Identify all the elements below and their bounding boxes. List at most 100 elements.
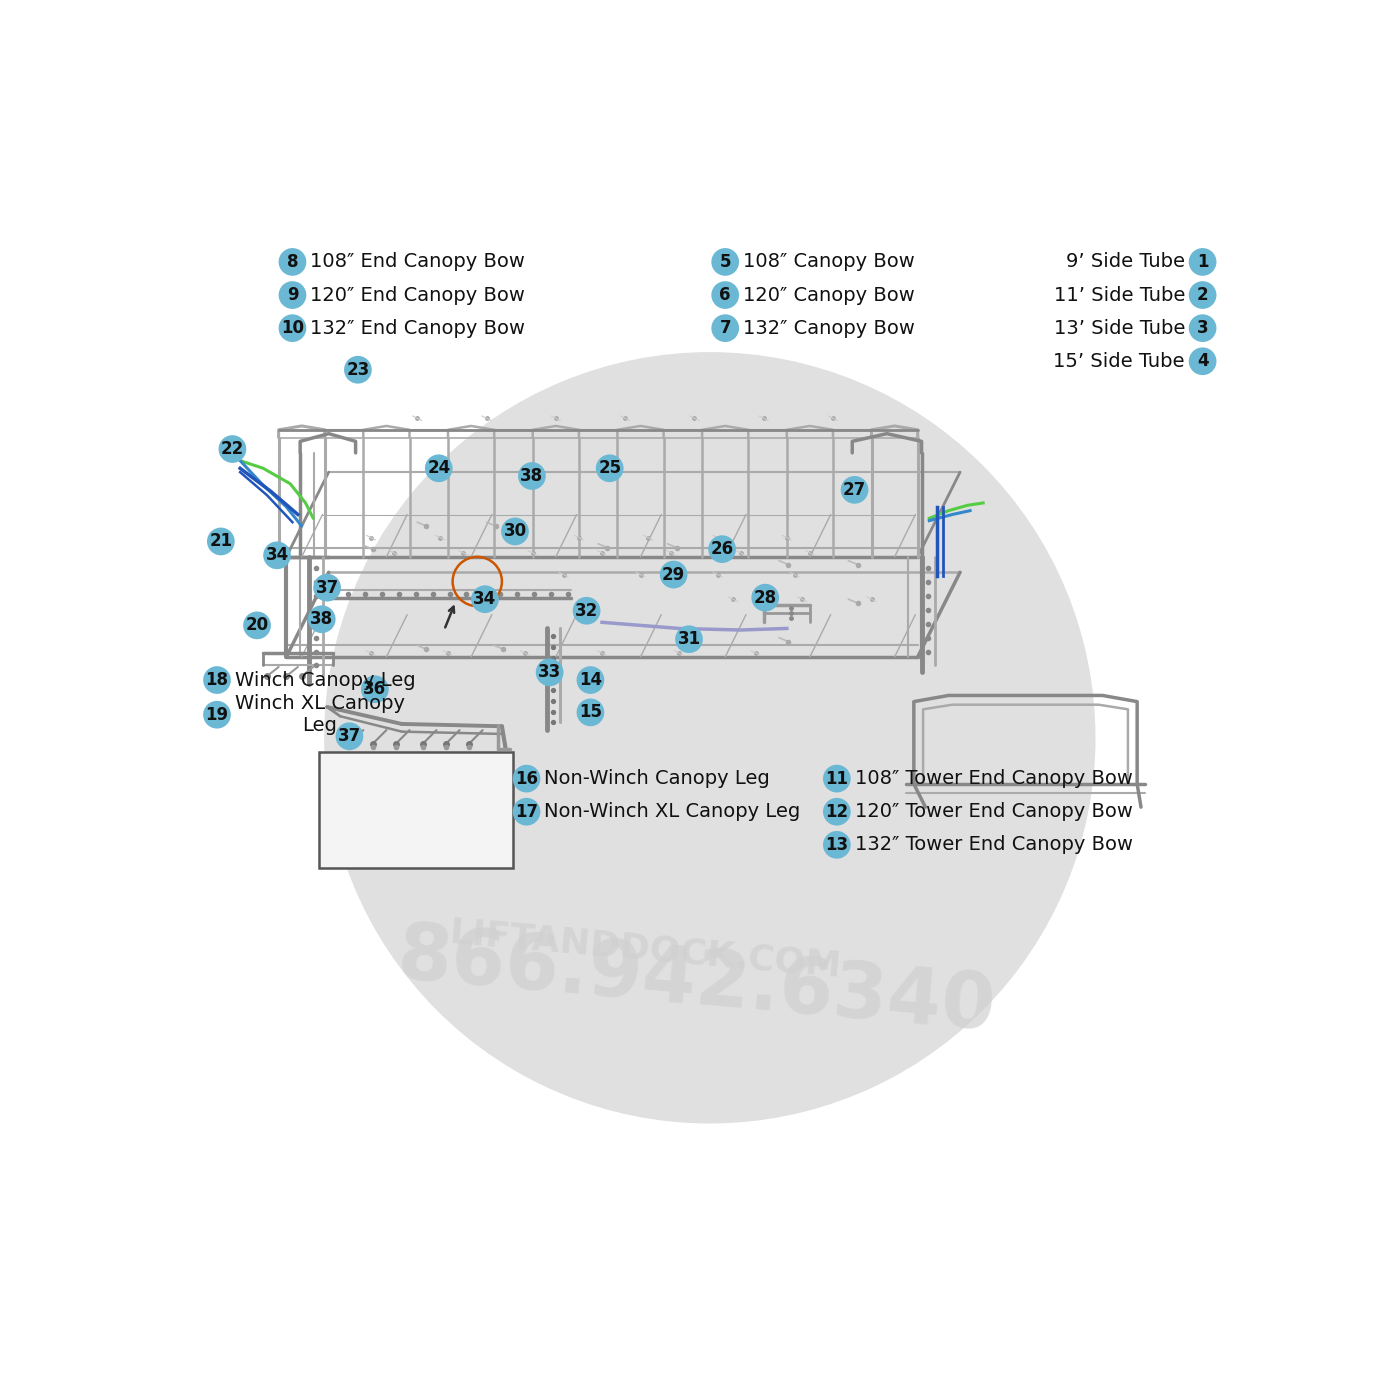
Text: LIFTANDDOCK.COM: LIFTANDDOCK.COM — [448, 916, 843, 983]
Text: 8: 8 — [287, 253, 298, 272]
Circle shape — [314, 574, 342, 602]
Circle shape — [512, 764, 540, 792]
Text: 108″ Canopy Bow: 108″ Canopy Bow — [743, 252, 914, 272]
Circle shape — [518, 462, 546, 490]
Circle shape — [1189, 315, 1217, 342]
Circle shape — [711, 281, 739, 309]
Circle shape — [1189, 347, 1217, 375]
Text: 132″ Tower End Canopy Bow: 132″ Tower End Canopy Bow — [854, 836, 1133, 854]
Circle shape — [325, 353, 1095, 1123]
Text: 17: 17 — [515, 802, 538, 820]
Text: 132″ Canopy Bow: 132″ Canopy Bow — [743, 319, 914, 337]
Text: 38: 38 — [521, 468, 543, 484]
Text: 22: 22 — [221, 440, 244, 458]
Circle shape — [279, 315, 307, 342]
Circle shape — [752, 584, 778, 612]
Text: 34: 34 — [266, 546, 288, 564]
Text: Non-Winch Canopy Leg: Non-Winch Canopy Leg — [545, 769, 770, 788]
Text: 9: 9 — [287, 286, 298, 304]
Circle shape — [244, 612, 272, 640]
Text: Winch XL Canopy
Leg: Winch XL Canopy Leg — [235, 694, 405, 735]
Text: 11: 11 — [826, 770, 848, 788]
Circle shape — [279, 281, 307, 309]
Text: 120″ Canopy Bow: 120″ Canopy Bow — [743, 286, 914, 305]
Circle shape — [336, 722, 364, 750]
Text: 26: 26 — [711, 540, 734, 559]
Circle shape — [402, 430, 1018, 1046]
Circle shape — [536, 658, 563, 686]
Circle shape — [203, 701, 231, 728]
Text: 33: 33 — [538, 664, 561, 682]
Text: 37: 37 — [315, 578, 339, 596]
Text: 6: 6 — [720, 286, 731, 304]
Text: 14: 14 — [578, 671, 602, 689]
Text: 29: 29 — [662, 566, 685, 584]
Text: 19: 19 — [206, 706, 228, 724]
Circle shape — [659, 560, 687, 588]
Text: 21: 21 — [209, 532, 232, 550]
Text: 1: 1 — [1197, 253, 1208, 272]
Circle shape — [218, 435, 246, 463]
FancyBboxPatch shape — [319, 752, 512, 868]
Circle shape — [675, 626, 703, 652]
Text: 5: 5 — [720, 253, 731, 272]
Circle shape — [573, 596, 601, 624]
Text: 15: 15 — [580, 703, 602, 721]
Circle shape — [823, 764, 851, 792]
Circle shape — [512, 798, 540, 826]
Text: 13’ Side Tube: 13’ Side Tube — [1054, 319, 1184, 337]
Text: 11’ Side Tube: 11’ Side Tube — [1054, 286, 1184, 305]
Circle shape — [708, 535, 736, 563]
Text: 37: 37 — [337, 727, 361, 745]
Text: 2: 2 — [1197, 286, 1208, 304]
Text: 12: 12 — [825, 802, 848, 820]
Circle shape — [711, 315, 739, 342]
Circle shape — [426, 455, 452, 482]
Text: 120″ Tower End Canopy Bow: 120″ Tower End Canopy Bow — [854, 802, 1133, 822]
Circle shape — [361, 675, 389, 703]
Text: 7: 7 — [720, 319, 731, 337]
Text: 866.942.6340: 866.942.6340 — [395, 918, 998, 1046]
Text: 16: 16 — [515, 770, 538, 788]
Text: 23: 23 — [346, 361, 370, 379]
Text: 3: 3 — [1197, 319, 1208, 337]
Text: Non-Winch XL Canopy Leg: Non-Winch XL Canopy Leg — [545, 802, 801, 822]
Text: 108″ Tower End Canopy Bow: 108″ Tower End Canopy Bow — [854, 769, 1133, 788]
Text: 38: 38 — [311, 610, 333, 629]
Text: 28: 28 — [753, 588, 777, 606]
Text: 18: 18 — [206, 671, 228, 689]
Circle shape — [308, 605, 336, 633]
Text: 120″ End Canopy Bow: 120″ End Canopy Bow — [311, 286, 525, 305]
Circle shape — [279, 248, 307, 276]
Text: 24: 24 — [427, 459, 451, 477]
Text: 32: 32 — [575, 602, 598, 620]
Circle shape — [263, 542, 291, 570]
Text: 4: 4 — [1197, 353, 1208, 370]
Text: 25: 25 — [598, 459, 622, 477]
Circle shape — [823, 798, 851, 826]
Circle shape — [344, 356, 372, 384]
Text: 132″ End Canopy Bow: 132″ End Canopy Bow — [311, 319, 525, 337]
Circle shape — [840, 476, 868, 504]
Circle shape — [207, 528, 235, 556]
Text: 27: 27 — [843, 480, 867, 498]
Text: 10: 10 — [281, 319, 304, 337]
Circle shape — [711, 248, 739, 276]
Text: 34: 34 — [473, 591, 497, 608]
Circle shape — [577, 666, 605, 694]
Text: 36: 36 — [363, 680, 386, 699]
Circle shape — [596, 455, 623, 482]
Text: Winch Canopy Leg: Winch Canopy Leg — [235, 671, 416, 690]
Circle shape — [577, 699, 605, 727]
Circle shape — [501, 518, 529, 546]
Text: 15’ Side Tube: 15’ Side Tube — [1053, 351, 1184, 371]
Text: 30: 30 — [504, 522, 526, 540]
Text: 108″ End Canopy Bow: 108″ End Canopy Bow — [311, 252, 525, 272]
Circle shape — [1189, 281, 1217, 309]
Text: 13: 13 — [825, 836, 848, 854]
Text: 20: 20 — [245, 616, 269, 634]
Circle shape — [203, 666, 231, 694]
Text: 9’ Side Tube: 9’ Side Tube — [1065, 252, 1184, 272]
Circle shape — [470, 585, 498, 613]
Text: 31: 31 — [678, 630, 700, 648]
